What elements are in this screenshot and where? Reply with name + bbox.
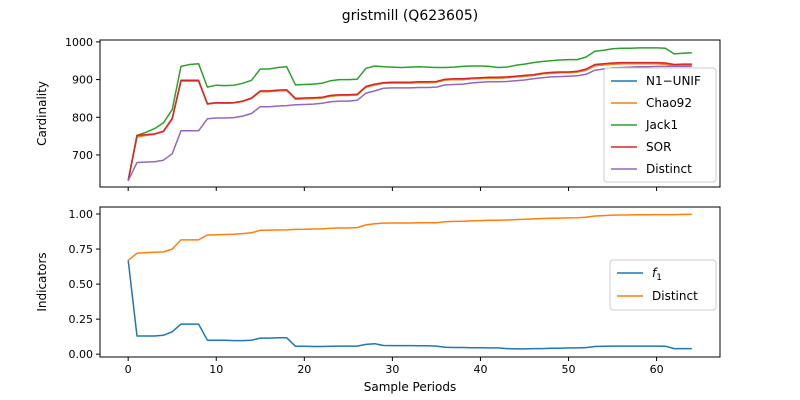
y-tick-label: 1000 (65, 36, 93, 49)
y-axis-label: Indicators (35, 252, 49, 311)
legend-label-distinct: Distinct (646, 162, 692, 176)
x-tick-label: 20 (297, 363, 311, 376)
indicators-panel: 0 10 20 30 40 50 60 0.00 0.25 0.50 0.75 1.00 Indicat… (35, 206, 721, 394)
plot-frame (99, 39, 721, 188)
legend-label-n1-unif: N1−UNIF (646, 74, 701, 88)
cardinality-panel: 700 800 900 1000 Cardinality N1−UNIF Chao92 Jac… (35, 36, 721, 191)
x-axis-label: Sample Periods (364, 380, 456, 394)
x-tick-label: 40 (473, 363, 487, 376)
x-tick-label: 10 (209, 363, 223, 376)
x-tick-label: 50 (562, 363, 576, 376)
legend-label-jack1: Jack1 (645, 118, 678, 132)
series-line-jack1 (127, 47, 692, 181)
x-tick-label: 30 (385, 363, 399, 376)
y-tick-label: 1.00 (69, 208, 94, 221)
y-tick-label: 0.25 (69, 313, 94, 326)
y-tick-label: 0.00 (69, 348, 94, 361)
x-tick-label: 60 (650, 363, 664, 376)
series-line-f1 (127, 260, 692, 350)
x-tick-label: 0 (125, 363, 132, 376)
y-tick-label: 800 (72, 111, 93, 124)
plot-frame (99, 206, 721, 358)
figure-title: gristmill (Q623605) (342, 8, 478, 24)
legend: f1 Distinct (609, 259, 717, 311)
legend: N1−UNIF Chao92 Jack1 SOR Distinct (603, 67, 717, 183)
legend-label-chao92: Chao92 (646, 96, 692, 110)
legend-label-sor: SOR (646, 140, 671, 154)
y-tick-label: 900 (72, 74, 93, 87)
y-tick-label: 700 (72, 149, 93, 162)
series-line-sor (127, 61, 692, 181)
y-tick-label: 0.75 (69, 243, 94, 256)
y-axis-label: Cardinality (35, 81, 49, 146)
legend-label-f1: f1 (652, 266, 662, 283)
series-line-distinct (127, 65, 692, 181)
y-tick-label: 0.50 (69, 278, 94, 291)
series-line-distinct (127, 213, 692, 261)
legend-label-distinct: Distinct (652, 289, 698, 303)
